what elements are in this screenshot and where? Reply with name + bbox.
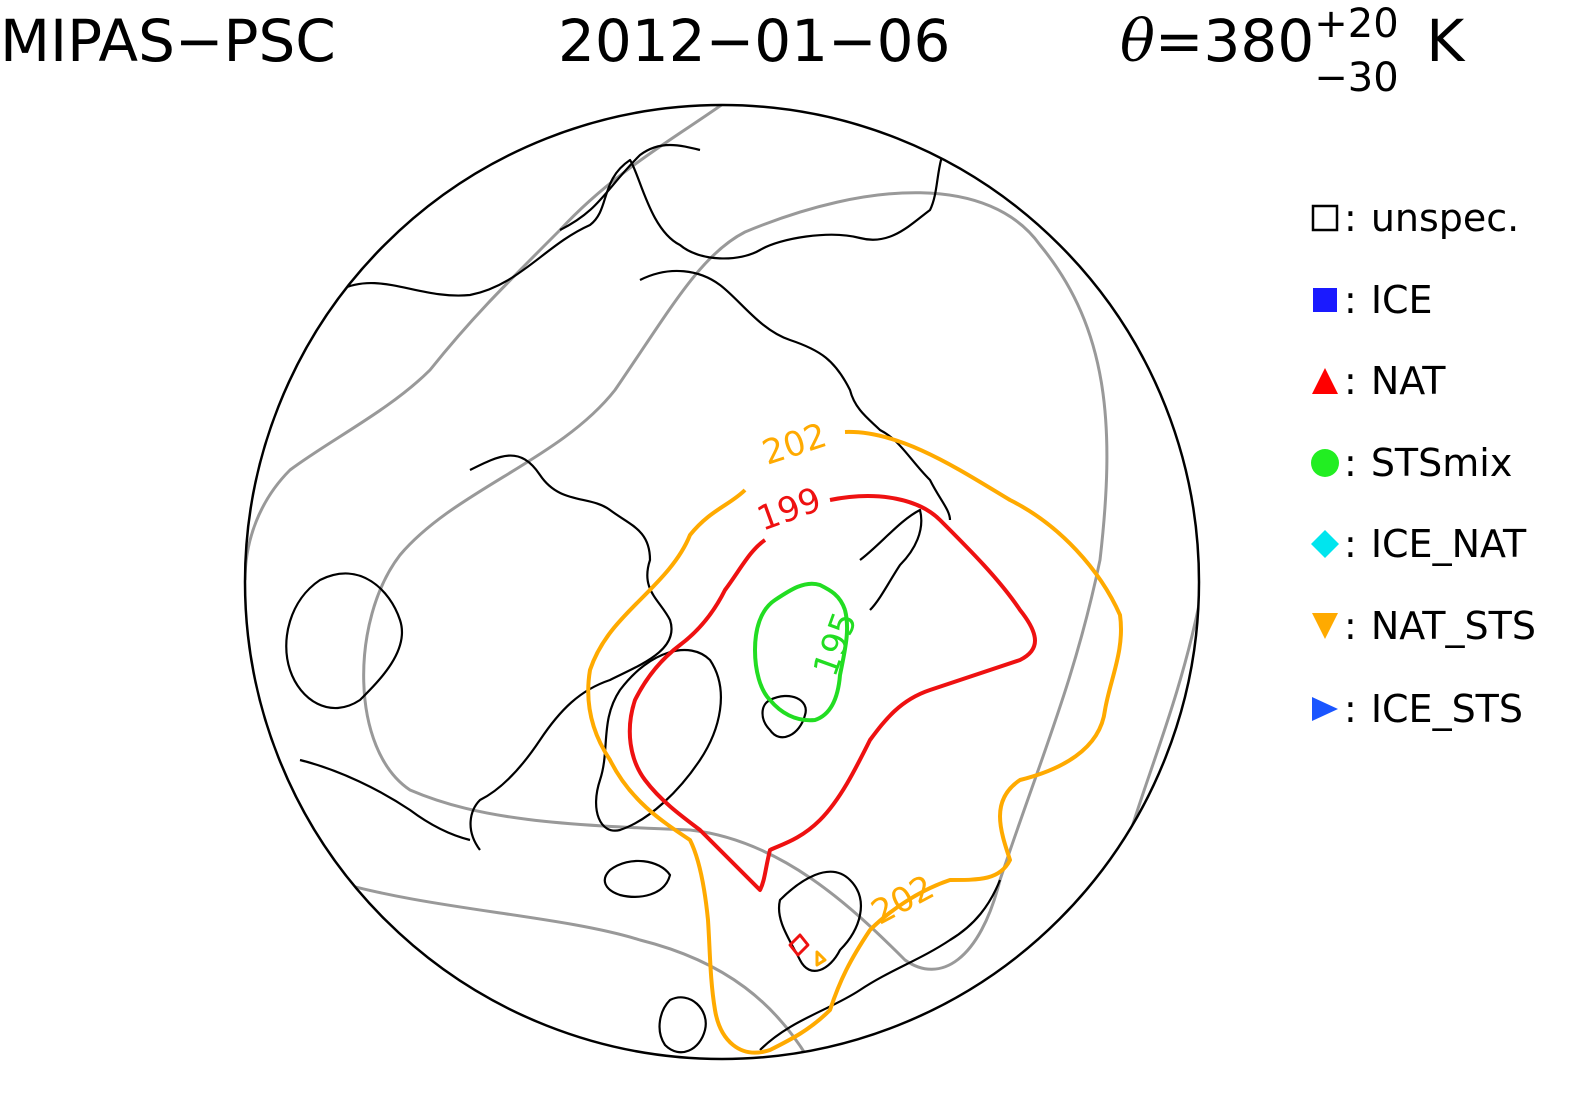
- coast-british-isles: [658, 996, 707, 1054]
- contour-label-195: 195: [806, 607, 866, 682]
- triangle-up-icon: [1310, 366, 1340, 396]
- latitude-line-inner: [362, 191, 1109, 971]
- latitude-line-east: [1083, 599, 1199, 981]
- theta-label: θ=380 +20 −30 K: [1120, 4, 1464, 98]
- coast-novaya-zemlya: [859, 508, 923, 611]
- coast-taymyr: [639, 269, 952, 521]
- legend-item-unspec-: : unspec.: [1310, 196, 1519, 240]
- map-boundary: [243, 103, 1201, 1061]
- coastlines: [285, 138, 1091, 1054]
- legend-item-nat: : NAT: [1310, 359, 1446, 403]
- theta-symbol: θ: [1120, 7, 1155, 75]
- legend-colon: :: [1344, 196, 1357, 240]
- date-label: 2012−01−06: [558, 7, 951, 75]
- contour-202: [586, 429, 1123, 1055]
- legend-item-ice: : ICE: [1310, 278, 1433, 322]
- legend-item-ice-nat: : ICE_NAT: [1310, 522, 1526, 566]
- temperature-contours: 202 199 195 202: [586, 415, 1123, 1055]
- coast-canada: [299, 758, 471, 842]
- coast-siberia: [339, 138, 1091, 297]
- theta-value: 380: [1203, 7, 1315, 75]
- contour-202-small: [815, 950, 827, 967]
- filled-square-icon: [1310, 285, 1340, 315]
- coast-arctic-islands: [469, 454, 673, 851]
- contour-199-small: [788, 933, 810, 957]
- contour-label-202-top: 202: [758, 415, 832, 473]
- triangle-right-icon: [1310, 694, 1340, 724]
- coast-svalbard: [761, 694, 807, 739]
- triangle-down-icon: [1310, 611, 1340, 641]
- circle-icon: [1310, 448, 1340, 478]
- open-square-icon: [1310, 203, 1340, 233]
- theta-equals: =: [1154, 7, 1204, 75]
- contour-195: [753, 581, 850, 723]
- latitude-line-sw: [279, 958, 691, 1059]
- latitude-line-south: [329, 878, 822, 1059]
- legend-label: ICE: [1370, 278, 1433, 322]
- legend-colon: :: [1344, 604, 1357, 648]
- legend-label: unspec.: [1370, 196, 1520, 240]
- latitude-line-outer: [245, 105, 746, 581]
- coast-chukotka: [559, 143, 701, 231]
- legend-colon: :: [1344, 522, 1357, 566]
- diamond-icon: [1310, 529, 1340, 559]
- legend-item-nat-sts: : NAT_STS: [1310, 604, 1536, 648]
- contour-label-199: 199: [752, 480, 827, 540]
- coast-iceland: [603, 859, 672, 898]
- legend-label: NAT: [1370, 359, 1446, 403]
- plot-title: MIPAS−PSC: [0, 7, 336, 75]
- theta-unit: K: [1426, 7, 1465, 75]
- legend-colon: :: [1344, 687, 1357, 731]
- coast-greenland: [595, 648, 722, 832]
- legend-colon: :: [1344, 441, 1357, 485]
- contour-199: [627, 494, 1037, 892]
- coast-europe: [759, 879, 1002, 1051]
- legend-colon: :: [1344, 359, 1357, 403]
- legend-colon: :: [1344, 278, 1357, 322]
- legend-label: ICE_NAT: [1370, 522, 1527, 566]
- legend-label: NAT_STS: [1370, 604, 1536, 648]
- coast-alaska: [285, 572, 403, 710]
- theta-minus: −30: [1314, 55, 1399, 101]
- theta-plus: +20: [1314, 1, 1399, 47]
- legend-item-stsmix: : STSmix: [1310, 441, 1512, 485]
- legend-item-ice-sts: : ICE_STS: [1310, 687, 1523, 731]
- legend-label: ICE_STS: [1370, 687, 1524, 731]
- legend-label: STSmix: [1370, 441, 1513, 485]
